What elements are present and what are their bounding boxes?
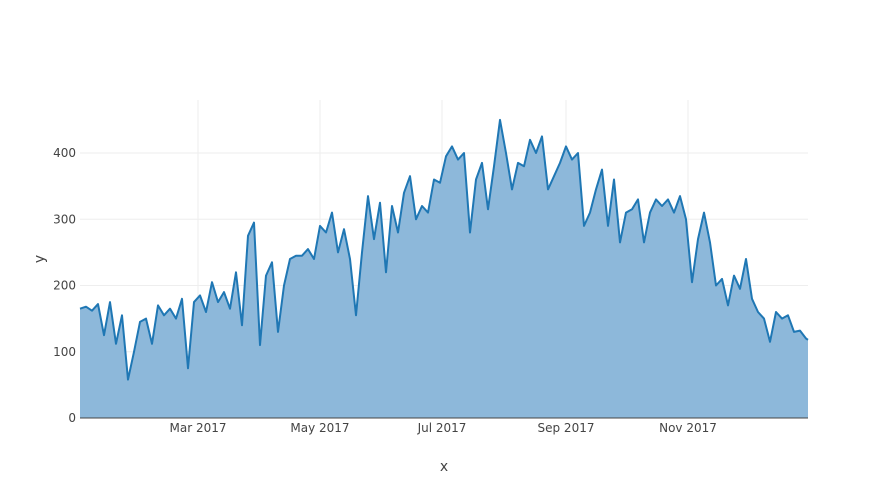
y-axis-ticks: 0 100 200 300 400 [53, 146, 76, 425]
series-area-fill [80, 119, 808, 419]
y-tick-label: 100 [53, 345, 76, 359]
plot-area [79, 118, 809, 419]
series-line [79, 118, 809, 381]
y-tick-label: 200 [53, 279, 76, 293]
y-tick-label: 400 [53, 146, 76, 160]
x-tick-label: Sep 2017 [538, 421, 595, 435]
x-tick-label: Mar 2017 [170, 421, 227, 435]
x-axis-ticks: Mar 2017 May 2017 Jul 2017 Sep 2017 Nov 2017 [170, 421, 717, 435]
x-tick-label: Jul 2017 [417, 421, 467, 435]
x-tick-label: Nov 2017 [659, 421, 717, 435]
x-tick-label: May 2017 [290, 421, 349, 435]
y-axis-title: y [32, 255, 48, 263]
y-tick-label: 0 [68, 411, 76, 425]
x-axis-title: x [440, 459, 448, 475]
y-tick-label: 300 [53, 212, 76, 226]
